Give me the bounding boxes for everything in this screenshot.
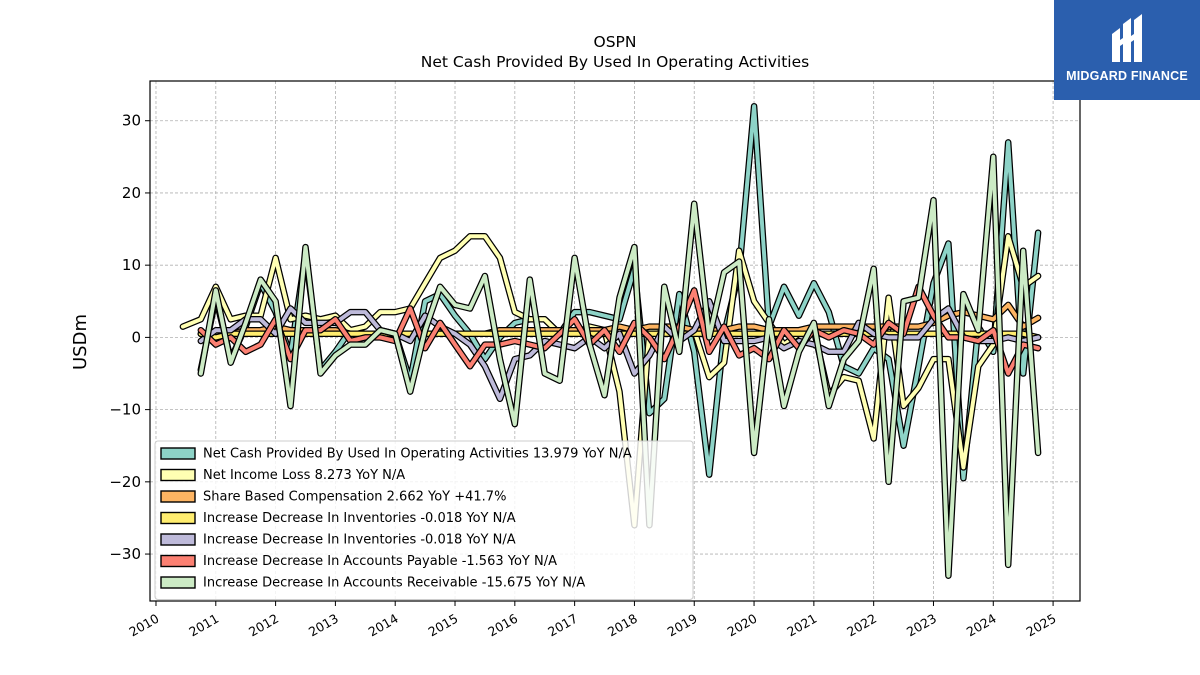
y-tick-label: 20 (122, 184, 141, 202)
y-tick-label: 0 (131, 328, 141, 346)
chart-subtitle: Net Cash Provided By Used In Operating A… (421, 53, 809, 71)
legend-swatch (160, 447, 196, 460)
legend-entry: Increase Decrease In Accounts Payable -1… (203, 554, 557, 569)
x-tick-label: 2020 (725, 611, 760, 640)
legend-entry: Increase Decrease In Inventories -0.018 … (203, 511, 516, 526)
x-tick-label: 2013 (306, 611, 341, 640)
x-tick-label: 2011 (186, 611, 221, 640)
legend-entry: Net Income Loss 8.273 YoY N/A (203, 468, 405, 483)
legend-swatch (160, 533, 196, 546)
legend-entry: Share Based Compensation 2.662 YoY +41.7… (203, 490, 506, 505)
axes-frame (149, 80, 1081, 602)
x-tick-label: 2022 (844, 611, 879, 640)
chart-title: OSPN (594, 33, 637, 51)
legend-box (154, 440, 694, 600)
legend-entry: Increase Decrease In Accounts Receivable… (203, 576, 585, 591)
x-tick-label: 2021 (784, 611, 819, 640)
plot-area (179, 103, 1042, 579)
midgard-monogram-icon (1112, 14, 1142, 62)
legend-swatch (160, 490, 196, 503)
series-line (197, 153, 1042, 579)
series-line (197, 103, 1042, 482)
legend-swatch (160, 468, 196, 482)
series-line-stroke (198, 154, 1041, 578)
brand-logo: MIDGARD FINANCE (1054, 0, 1200, 100)
x-tick-label: 2012 (246, 611, 281, 640)
x-tick-label: 2017 (545, 611, 580, 640)
legend-entry: Increase Decrease In Inventories -0.018 … (203, 533, 516, 548)
y-tick-label: −20 (109, 473, 141, 491)
y-tick-label: 30 (122, 112, 141, 130)
series-line-stroke (198, 104, 1041, 481)
brand-name: MIDGARD FINANCE (1066, 69, 1188, 83)
legend-swatch (160, 511, 196, 525)
y-tick-label: −10 (109, 401, 141, 419)
x-axis: 2010 2011 2012 2013 2014 2015 2016 2017 2018 2019… (126, 601, 1059, 640)
y-axis-label: USDm (70, 314, 91, 370)
x-tick-label: 2018 (605, 611, 640, 640)
x-tick-label: 2014 (366, 611, 401, 640)
legend: Net Cash Provided By Used In Operating A… (154, 440, 694, 600)
x-tick-label: 2023 (904, 611, 939, 640)
legend-swatch (160, 576, 196, 589)
x-tick-label: 2015 (425, 611, 460, 640)
legend-entry: Net Cash Provided By Used In Operating A… (203, 447, 632, 462)
x-tick-label: 2024 (964, 611, 999, 640)
y-axis: 30 20 10 0 −10 −20 −30 (109, 112, 150, 563)
y-tick-label: −30 (109, 545, 141, 563)
x-tick-label: 2019 (665, 611, 700, 640)
x-tick-label: 2010 (126, 611, 161, 640)
legend-swatch (160, 554, 196, 568)
x-tick-label: 2025 (1024, 611, 1059, 640)
x-tick-label: 2016 (485, 611, 520, 640)
y-tick-label: 10 (122, 256, 141, 274)
